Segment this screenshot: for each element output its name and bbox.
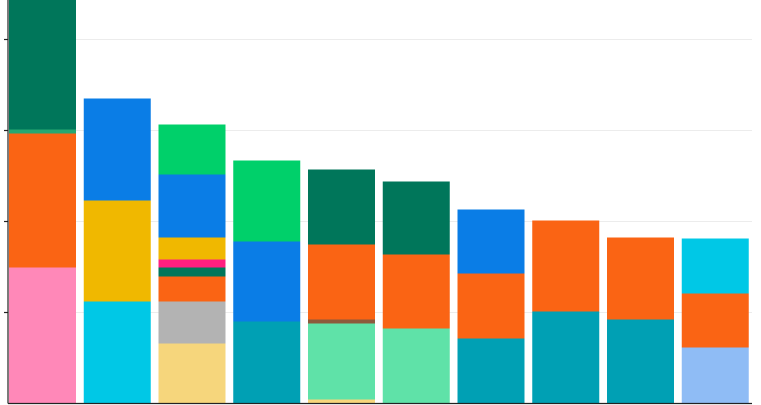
bar-4-segment-2 (233, 241, 301, 322)
bar-5-segment-2 (308, 323, 375, 400)
bar-2 (83, 98, 151, 404)
bar-1-segment-2 (9, 133, 76, 268)
bar-4-segment-3 (233, 160, 301, 242)
bar-1 (9, 0, 76, 404)
bar-3-segment-6 (158, 237, 226, 260)
bar-10-segment-1 (681, 347, 749, 404)
bar-6 (382, 181, 450, 404)
bar-10 (681, 238, 749, 404)
bar-5-segment-4 (308, 244, 375, 320)
bar-7-segment-1 (457, 338, 525, 404)
bar-8-segment-2 (532, 220, 600, 312)
bar-8 (532, 220, 600, 404)
bar-7-segment-3 (457, 209, 525, 274)
bar-4 (233, 160, 301, 404)
bar-7 (457, 209, 525, 404)
bar-6-segment-1 (382, 328, 450, 404)
bar-1-segment-3 (9, 129, 76, 134)
bar-6-segment-3 (382, 181, 450, 255)
bar-5-segment-1 (308, 399, 375, 404)
bar-10-segment-3 (681, 238, 749, 294)
bar-5-segment-5 (308, 169, 375, 245)
bar-3-segment-1 (158, 343, 226, 404)
bar-6-segment-2 (382, 254, 450, 329)
bar-2-segment-2 (83, 200, 151, 302)
bar-10-segment-2 (681, 293, 749, 348)
bar-4-segment-1 (233, 321, 301, 404)
bar-9-segment-1 (607, 319, 674, 404)
bar-8-segment-1 (532, 311, 600, 404)
bar-2-segment-1 (83, 301, 151, 404)
bar-5 (308, 169, 375, 404)
bar-3-segment-7 (158, 174, 226, 238)
bar-3-segment-5 (158, 259, 226, 268)
bar-3-segment-8 (158, 124, 226, 175)
bar-1-segment-1 (9, 267, 76, 404)
bar-2-segment-3 (83, 98, 151, 201)
bar-9 (607, 237, 674, 404)
bar-1-segment-4 (9, 0, 76, 130)
bar-3-segment-2 (158, 301, 226, 344)
bar-7-segment-2 (457, 273, 525, 339)
axes (4, 0, 752, 405)
bar-3-segment-3 (158, 276, 226, 302)
bar-9-segment-2 (607, 237, 674, 320)
bar-5-segment-3 (308, 319, 375, 324)
bar-series (9, 0, 749, 404)
bar-3 (158, 124, 226, 404)
bar-3-segment-4 (158, 267, 226, 277)
